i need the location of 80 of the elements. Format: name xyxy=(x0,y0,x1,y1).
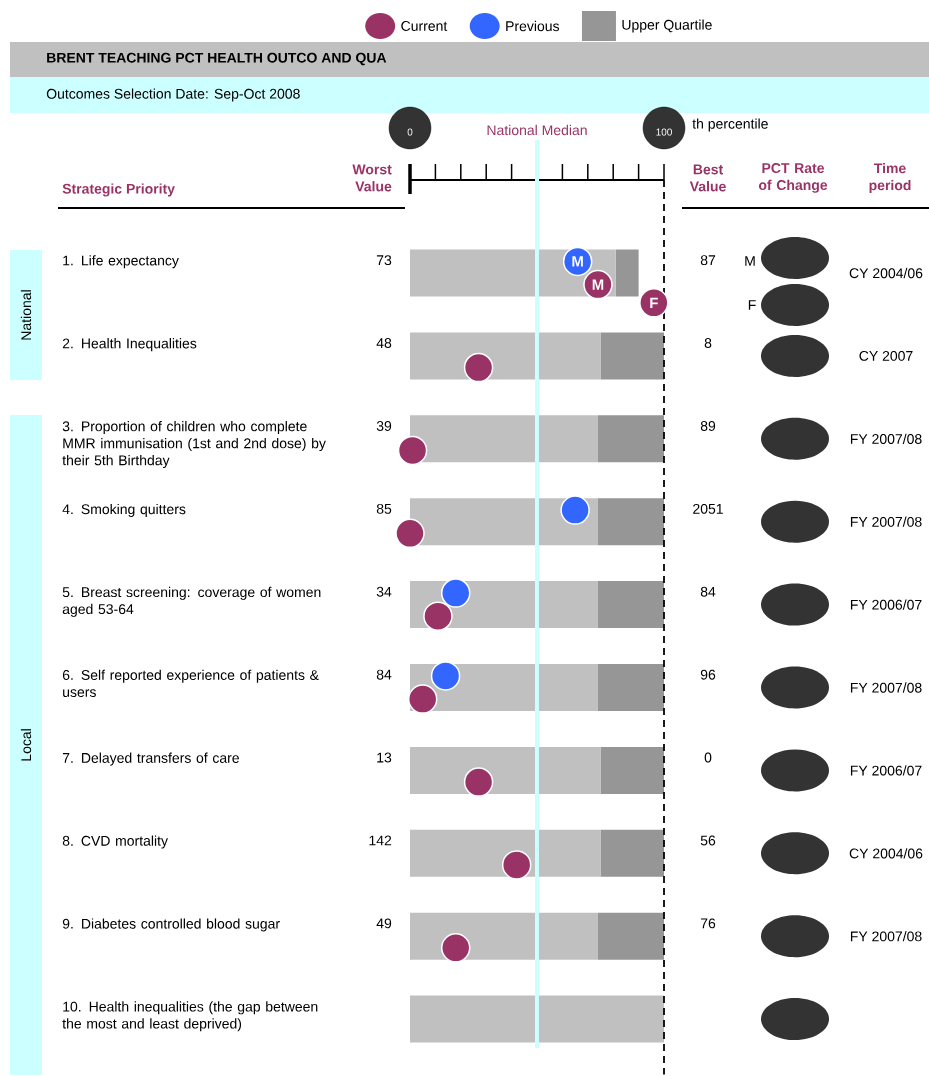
bar xyxy=(597,912,665,960)
text: BRENT TEACHING PCT HEALTH OUTCO AND QUA xyxy=(47,52,387,66)
text: 84 xyxy=(376,669,392,680)
bar xyxy=(410,415,598,463)
y-tick-label: 1. Life expectancy xyxy=(63,255,179,269)
point xyxy=(501,850,532,880)
bar xyxy=(410,746,601,794)
text: 87 xyxy=(700,255,716,266)
bar xyxy=(615,249,639,297)
text: 0 xyxy=(704,752,712,763)
text: CY 2007 xyxy=(859,350,913,361)
text: Worst Value xyxy=(352,164,392,192)
text: Strategic Priority xyxy=(62,183,175,197)
legend-label: Previous xyxy=(506,20,560,32)
text: 13 xyxy=(377,752,392,763)
text: FY 2007/08 xyxy=(850,931,922,942)
y-tick-label: 6. Self reported experience of patients & users xyxy=(62,669,319,697)
text: FY 2007/08 xyxy=(850,516,922,527)
text: 49 xyxy=(376,918,392,929)
text: 84 xyxy=(700,586,716,597)
bar xyxy=(600,746,665,794)
bar xyxy=(410,995,665,1043)
point xyxy=(397,435,428,466)
bar xyxy=(597,581,665,629)
text: Local xyxy=(20,729,32,761)
legend-label: Upper Quartile xyxy=(622,19,712,33)
text: 56 xyxy=(700,835,716,846)
text: FY 2007/08 xyxy=(850,433,922,444)
text: FY 2006/07 xyxy=(850,599,922,610)
text: Outcomes Selection Date: Sep-Oct 2008 xyxy=(46,88,300,102)
text: CY 2004/06 xyxy=(849,848,923,859)
y-tick-label: 3. Proportion of children who complete MMR immunisation (1st and 2nd dose) by their 5th Birthday xyxy=(62,421,326,469)
text: PCT Rate of Change xyxy=(758,163,828,193)
text: 34 xyxy=(376,586,392,597)
text: CY 2004/06 xyxy=(849,267,923,279)
ref-line-label: National Median xyxy=(487,124,587,136)
bar xyxy=(597,664,665,712)
point xyxy=(440,933,471,963)
point xyxy=(463,352,494,383)
text: Best Value xyxy=(689,164,726,192)
bar xyxy=(410,332,601,380)
bar xyxy=(410,829,601,877)
point xyxy=(423,601,453,631)
text: 76 xyxy=(700,918,716,929)
legend-label: Current xyxy=(401,21,448,31)
bar xyxy=(597,415,665,463)
text: 96 xyxy=(700,669,716,680)
text: F xyxy=(748,300,756,310)
text: FY 2006/07 xyxy=(850,765,922,776)
y-tick-label: 2. Health Inequalities xyxy=(62,338,197,352)
text: 8 xyxy=(704,338,712,349)
point xyxy=(407,684,438,714)
text: National xyxy=(20,290,32,340)
data-label: M xyxy=(592,279,604,290)
y-tick-label: 7. Delayed transfers of care xyxy=(62,752,239,766)
text: 142 xyxy=(369,835,392,846)
bar xyxy=(600,829,665,877)
x-tick-label: 100 xyxy=(656,128,672,136)
point xyxy=(395,518,425,549)
y-tick-label: 9. Diabetes controlled blood sugar xyxy=(62,918,280,932)
bar xyxy=(410,912,598,960)
bar xyxy=(597,498,665,546)
text: 85 xyxy=(376,503,392,514)
point xyxy=(463,767,494,797)
text: 73 xyxy=(376,255,392,266)
text: M xyxy=(745,256,755,266)
y-tick-label: 4. Smoking quitters xyxy=(62,503,186,517)
text: Time period xyxy=(869,162,911,194)
text: 48 xyxy=(376,338,392,349)
y-tick-label: 5. Breast screening: coverage of women aged 53-64 xyxy=(62,586,321,617)
text: FY 2007/08 xyxy=(850,682,922,693)
text: 89 xyxy=(700,420,716,431)
y-tick-label: 10. Health inequalities (the gap between the most and least deprived) xyxy=(62,1001,318,1032)
text: 2051 xyxy=(693,503,723,514)
y-tick-label: 8. CVD mortality xyxy=(62,835,168,849)
data-label: M xyxy=(572,256,583,267)
bar xyxy=(600,332,665,380)
data-label: F xyxy=(650,297,658,309)
text: 39 xyxy=(376,420,392,431)
text: th percentile xyxy=(692,118,768,132)
